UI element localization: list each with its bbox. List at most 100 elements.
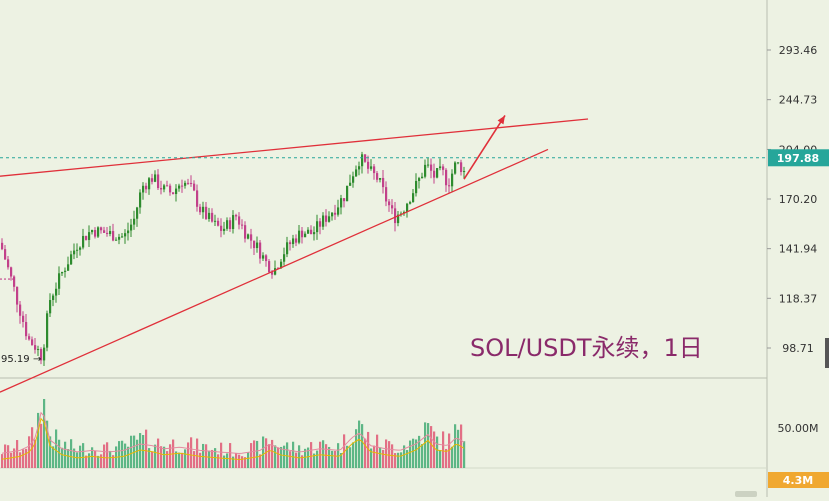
- candle-body: [454, 162, 457, 174]
- svg-text:197.88: 197.88: [777, 152, 819, 165]
- volume-bar: [139, 433, 142, 468]
- candle-body: [136, 207, 139, 219]
- volume-bar: [457, 429, 460, 468]
- candle-body: [235, 215, 238, 217]
- volume-bar: [355, 429, 358, 468]
- candle-body: [373, 166, 376, 174]
- volume-bar: [187, 442, 190, 468]
- candle-body: [292, 238, 295, 245]
- candle-body: [388, 201, 391, 206]
- volume-ma-yellow: [1, 417, 465, 461]
- volume-bar: [37, 412, 40, 468]
- candle-body: [397, 214, 400, 224]
- candle-body: [163, 185, 166, 190]
- candle-body: [106, 232, 109, 234]
- candles: [1, 151, 466, 367]
- candle-body: [346, 185, 349, 202]
- volume-bar: [208, 450, 211, 468]
- candle-body: [193, 183, 196, 191]
- candle-body: [319, 221, 322, 227]
- volume-bar: [445, 448, 448, 468]
- volume-bar: [337, 443, 340, 468]
- low-price-arrow: →: [33, 354, 41, 365]
- candle-body: [367, 161, 370, 169]
- volume-bar: [382, 449, 385, 468]
- volume-bar: [439, 449, 442, 468]
- candle-body: [109, 231, 112, 234]
- candle-body: [202, 206, 205, 213]
- candle-body: [391, 205, 394, 209]
- candle-body: [181, 185, 184, 187]
- volume-bar: [169, 444, 172, 468]
- volume-bar: [10, 452, 13, 468]
- volume-bar: [205, 444, 208, 468]
- candle-body: [91, 230, 94, 233]
- candle-body: [94, 230, 97, 237]
- volume-bar: [166, 451, 169, 468]
- candle-body: [328, 216, 331, 222]
- low-price-marker: 95.19: [1, 354, 30, 365]
- candle-body: [232, 215, 235, 230]
- volume-bars: [1, 398, 466, 468]
- candle-body: [166, 185, 169, 187]
- candle-body: [160, 188, 163, 190]
- volume-bar: [199, 452, 202, 468]
- volume-bar: [265, 438, 268, 468]
- volume-bar: [49, 436, 52, 468]
- candle-body: [286, 242, 289, 255]
- volume-bar: [442, 431, 445, 468]
- volume-bar: [241, 456, 244, 468]
- volume-bar: [289, 451, 292, 468]
- candle-body: [220, 225, 223, 231]
- candle-body: [322, 215, 325, 227]
- candle-body: [280, 261, 283, 269]
- volume-bar: [376, 434, 379, 468]
- volume-bar: [370, 448, 373, 468]
- candle-body: [175, 188, 178, 195]
- candle-body: [7, 259, 10, 268]
- volume-bar: [142, 435, 145, 468]
- candle-body: [199, 206, 202, 213]
- volume-bar: [58, 439, 61, 468]
- candle-body: [229, 220, 232, 230]
- candle-body: [124, 233, 127, 237]
- volume-bar: [61, 447, 64, 468]
- axis-scroll-handle[interactable]: [825, 338, 829, 368]
- candle-body: [256, 242, 259, 249]
- candle-body: [187, 182, 190, 184]
- volume-bar: [103, 444, 106, 468]
- price-axis-pane: [767, 0, 829, 497]
- volume-bar: [394, 453, 397, 468]
- candle-body: [385, 187, 388, 202]
- volume-bar: [94, 450, 97, 468]
- candle-body: [226, 220, 229, 229]
- volume-bar: [40, 423, 43, 468]
- volume-bar: [178, 452, 181, 468]
- trendlines: [0, 115, 589, 393]
- volume-bar: [295, 452, 298, 468]
- volume-bar: [307, 447, 310, 468]
- candle-body: [211, 212, 214, 222]
- volume-bar: [412, 438, 415, 468]
- volume-bar: [250, 443, 253, 468]
- candle-body: [34, 345, 37, 350]
- current-price-label: 197.88: [768, 149, 829, 167]
- volume-bar: [19, 452, 22, 468]
- volume-bar: [190, 437, 193, 468]
- volume-bar: [175, 451, 178, 468]
- volume-bar: [67, 449, 70, 468]
- candle-body: [25, 321, 28, 337]
- candle-body: [325, 215, 328, 222]
- candle-body: [73, 250, 76, 255]
- volume-bar: [271, 439, 274, 468]
- volume-bar: [118, 441, 121, 468]
- candle-body: [295, 238, 298, 243]
- candle-body: [382, 177, 385, 188]
- volume-bar: [427, 423, 430, 468]
- time-axis-handle[interactable]: [735, 491, 757, 497]
- volume-bar: [43, 398, 46, 468]
- candle-body: [307, 229, 310, 234]
- price-tick-label: 141.94: [779, 243, 818, 256]
- volume-bar: [385, 439, 388, 468]
